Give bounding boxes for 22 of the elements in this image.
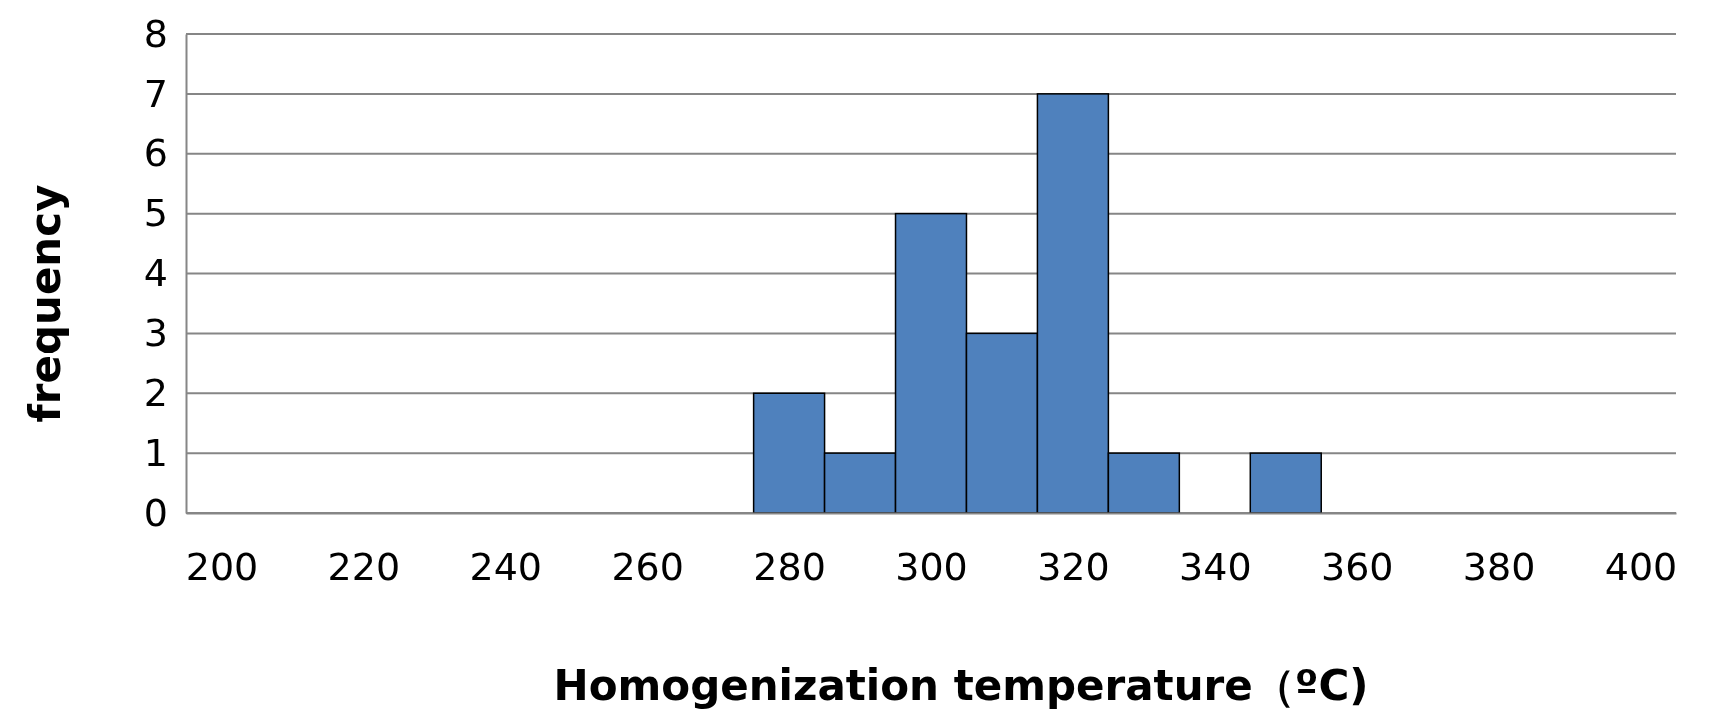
y-tick-label: 3 xyxy=(143,311,168,356)
x-tick-label: 220 xyxy=(327,544,401,589)
y-tick-label: 6 xyxy=(143,131,168,176)
x-tick-label: 240 xyxy=(469,544,543,589)
y-tick-label: 8 xyxy=(143,11,168,56)
x-tick-label: 300 xyxy=(895,544,968,589)
y-axis-title: frequency xyxy=(21,184,70,423)
y-tick-label: 0 xyxy=(143,490,168,535)
y-tick-label: 5 xyxy=(143,191,168,236)
y-tick-label: 1 xyxy=(143,430,168,475)
x-axis-title: Homogenization temperature（ºC) xyxy=(553,661,1369,710)
x-tick-label: 380 xyxy=(1462,544,1536,589)
x-tick-label: 340 xyxy=(1179,544,1252,589)
x-tick-label: 200 xyxy=(185,544,259,589)
y-tick-label: 7 xyxy=(143,71,168,116)
x-tick-label: 400 xyxy=(1604,544,1678,589)
x-tick-label: 360 xyxy=(1320,544,1394,589)
y-tick-label: 4 xyxy=(143,251,168,296)
y-tick-label: 2 xyxy=(143,370,168,415)
x-tick-label: 280 xyxy=(753,544,826,589)
x-tick-label: 260 xyxy=(611,544,684,589)
x-tick-label: 320 xyxy=(1037,544,1110,589)
